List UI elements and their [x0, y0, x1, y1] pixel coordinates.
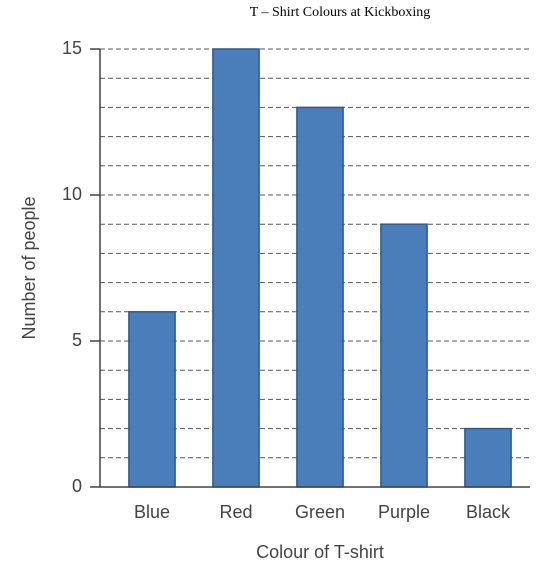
x-tick-label: Black [466, 502, 511, 522]
bar [212, 48, 260, 488]
y-tick-label: 5 [72, 330, 82, 350]
chart-title: T – Shirt Colours at Kickboxing [250, 5, 431, 20]
x-tick-label: Green [295, 502, 345, 522]
y-axis-label: Number of people [19, 196, 39, 339]
bar [464, 427, 512, 488]
x-tick-label: Purple [378, 502, 430, 522]
x-axis-label: Colour of T-shirt [256, 542, 384, 562]
x-tick-label: Blue [134, 502, 170, 522]
y-tick-label: 0 [72, 476, 82, 496]
x-tick-label: Red [219, 502, 252, 522]
bar [380, 223, 428, 488]
bar [296, 106, 344, 488]
y-tick-label: 10 [62, 184, 82, 204]
bar [128, 311, 176, 488]
bars [128, 48, 512, 488]
y-tick-label: 15 [62, 38, 82, 58]
